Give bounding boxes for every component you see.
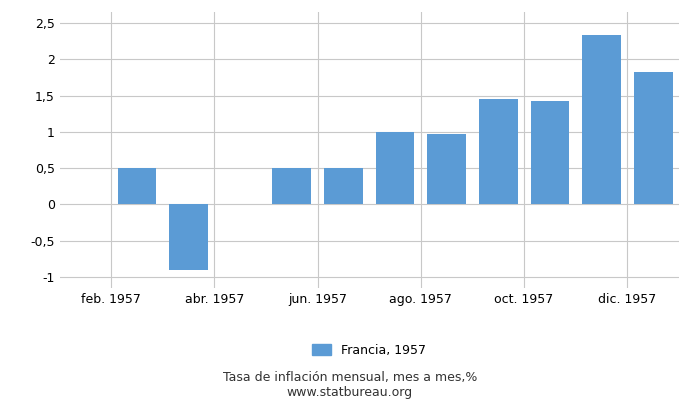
- Legend: Francia, 1957: Francia, 1957: [312, 344, 426, 357]
- Bar: [634, 72, 673, 204]
- Text: Tasa de inflación mensual, mes a mes,%: Tasa de inflación mensual, mes a mes,%: [223, 372, 477, 384]
- Bar: [376, 132, 414, 204]
- Bar: [118, 168, 156, 204]
- Bar: [427, 134, 466, 204]
- Bar: [169, 204, 208, 270]
- Bar: [324, 168, 363, 204]
- Bar: [272, 168, 312, 204]
- Bar: [531, 101, 569, 204]
- Text: www.statbureau.org: www.statbureau.org: [287, 386, 413, 399]
- Bar: [479, 99, 518, 204]
- Bar: [582, 35, 621, 204]
